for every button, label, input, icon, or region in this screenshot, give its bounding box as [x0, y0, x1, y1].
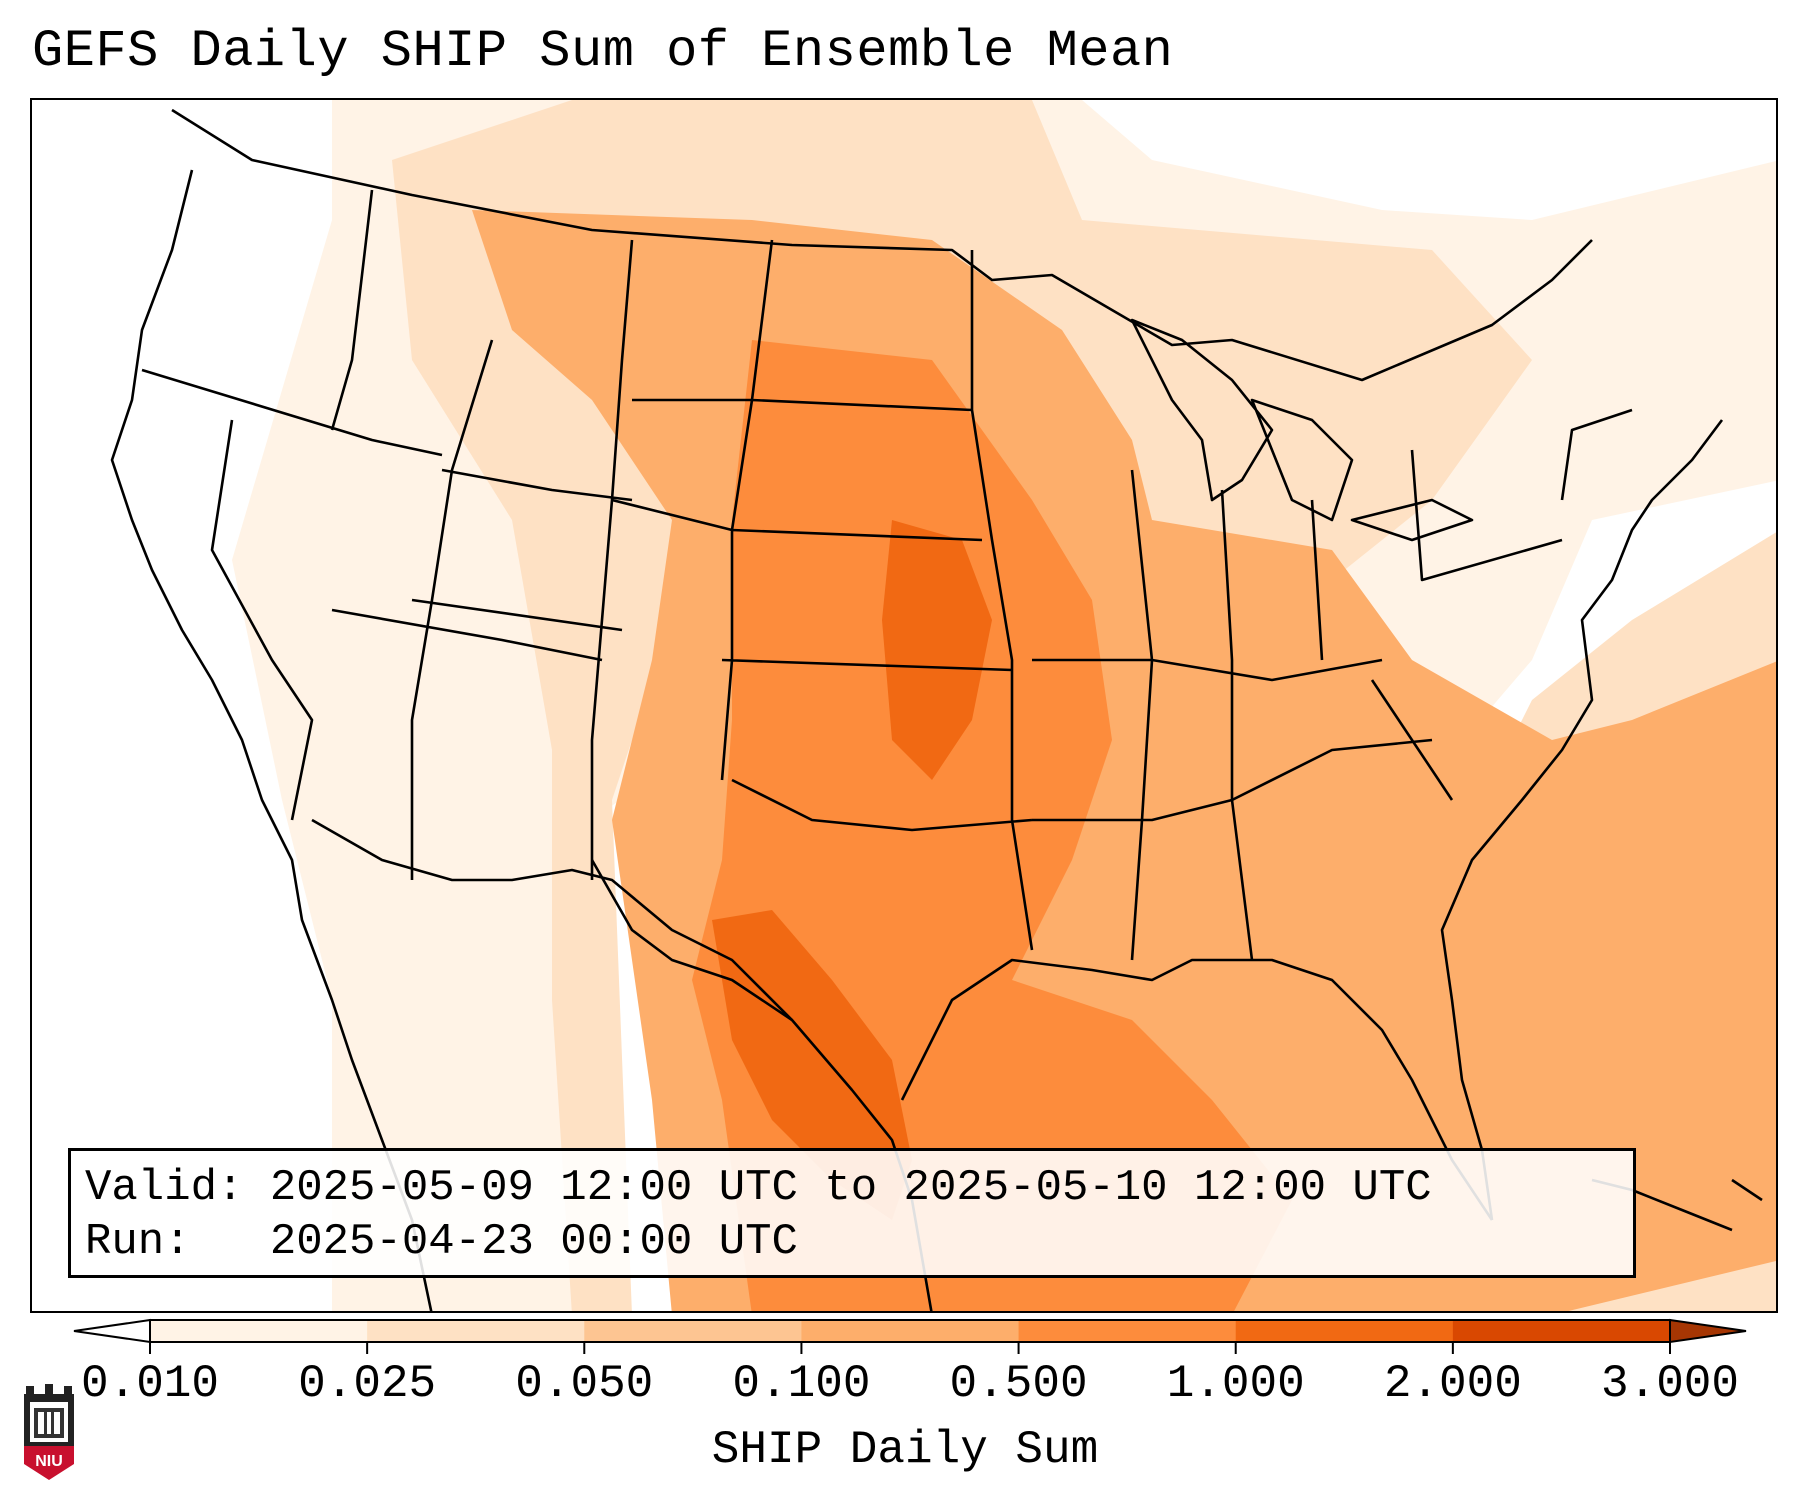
pacific-coast	[110, 169, 433, 1311]
colorbar-tick-label: 0.050	[515, 1358, 654, 1410]
run-label: Run:	[85, 1217, 191, 1267]
colorbar-over-arrow	[1669, 1318, 1747, 1344]
boundaries	[110, 108, 1763, 1311]
valid-value: 2025-05-09 12:00 UTC to 2025-05-10 12:00…	[269, 1163, 1432, 1213]
great-lakes	[1130, 318, 1474, 542]
colorbar-tick-label: 3.000	[1600, 1358, 1740, 1410]
colorbar-segment	[1018, 1320, 1237, 1342]
run-value: 2025-04-23 00:00 UTC	[269, 1217, 798, 1267]
state-lines-east	[1032, 408, 1633, 961]
ship-field	[232, 100, 1776, 1311]
colorbar-tick-label: 0.500	[949, 1358, 1088, 1410]
atlantic-coast	[1440, 419, 1724, 1221]
colorbar-tick-label: 0.100	[732, 1358, 871, 1410]
map-frame	[30, 98, 1778, 1313]
gulf-north-coast	[900, 958, 1494, 1221]
info-box: Valid: 2025-05-09 12:00 UTC to 2025-05-1…	[68, 1148, 1636, 1278]
state-lines-central	[611, 239, 1034, 951]
colorbar-segments	[73, 1318, 1747, 1344]
valid-label: Valid:	[85, 1163, 244, 1213]
map-title: GEFS Daily SHIP Sum of Ensemble Mean	[32, 22, 1174, 81]
us-canada-border	[171, 108, 1593, 382]
colorbar	[73, 1318, 1747, 1354]
ship-map	[110, 100, 1776, 1311]
colorbar-tick-label: 2.000	[1383, 1358, 1522, 1410]
colorbar-segment	[584, 1320, 802, 1342]
colorbar-tick-label: 1.000	[1166, 1358, 1305, 1410]
colorbar-segment	[367, 1320, 585, 1342]
colorbar-tick-label: 0.010	[80, 1358, 220, 1410]
colorbar-segment	[150, 1320, 368, 1342]
colorbar-label: SHIP Daily Sum	[711, 1424, 1099, 1476]
colorbar-ticks	[149, 1342, 1671, 1354]
niu-tower-icon: NIU	[24, 1384, 74, 1480]
colorbar-segment	[1452, 1320, 1671, 1342]
colorbar-segment	[801, 1320, 1020, 1342]
field-dark-band	[712, 520, 992, 1220]
colorbar-outline	[149, 1319, 1671, 1343]
colorbar-segment	[1235, 1320, 1454, 1342]
us-mexico-border	[311, 818, 793, 1021]
colorbar-tick-label: 0.025	[298, 1358, 437, 1410]
logo-text: NIU	[35, 1453, 63, 1470]
colorbar-under-arrow	[73, 1318, 151, 1344]
state-lines-west	[141, 189, 634, 880]
